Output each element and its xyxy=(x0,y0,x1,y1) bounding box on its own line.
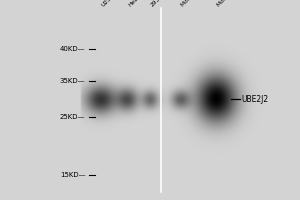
Text: 35KD—: 35KD— xyxy=(60,78,85,84)
Text: HeLa: HeLa xyxy=(128,0,142,8)
Text: UBE2J2: UBE2J2 xyxy=(242,95,268,104)
Text: Mouse brain: Mouse brain xyxy=(216,0,245,8)
Text: 40KD—: 40KD— xyxy=(60,46,85,52)
FancyBboxPatch shape xyxy=(81,6,294,194)
Text: 293T: 293T xyxy=(150,0,164,8)
Text: 15KD—: 15KD— xyxy=(60,172,85,178)
Text: Mouse testis: Mouse testis xyxy=(180,0,210,8)
Text: U251: U251 xyxy=(100,0,115,8)
Text: 25KD—: 25KD— xyxy=(60,114,85,120)
